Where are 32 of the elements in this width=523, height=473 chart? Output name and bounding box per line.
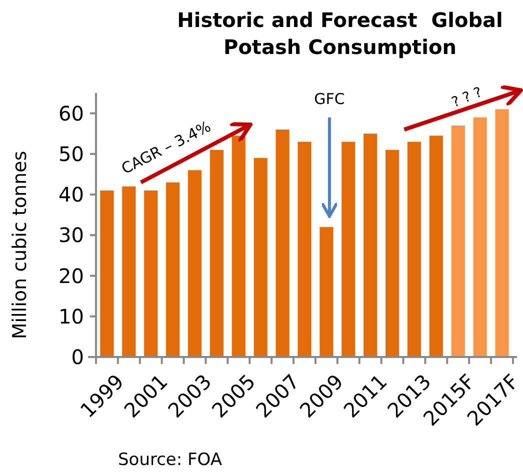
y-tick-label: 50 xyxy=(58,142,84,166)
y-axis-title: Million cubic tonnes xyxy=(9,150,31,340)
y-tick-label: 30 xyxy=(58,223,84,248)
bar xyxy=(100,190,114,357)
y-tick-label: 40 xyxy=(58,182,84,207)
bar xyxy=(166,182,180,357)
bar xyxy=(254,158,268,357)
bar xyxy=(429,136,443,357)
bar xyxy=(276,130,290,357)
annotation: CAGR – 3.4% xyxy=(118,117,214,178)
bar xyxy=(342,142,356,357)
bar xyxy=(144,190,158,357)
bar xyxy=(210,150,224,357)
bar xyxy=(298,142,312,357)
y-tick-label: 0 xyxy=(71,345,84,369)
bar xyxy=(385,150,400,357)
bar xyxy=(188,170,202,357)
bar xyxy=(495,109,509,357)
y-tick-label: 10 xyxy=(58,304,84,328)
y-tick-label: 60 xyxy=(58,101,84,126)
y-tick-label: 20 xyxy=(58,264,84,288)
bar xyxy=(473,117,487,357)
bar xyxy=(320,227,334,357)
annotation: ? ? ? xyxy=(450,84,485,111)
annotation: GFC xyxy=(314,90,345,108)
bar xyxy=(407,142,422,357)
bar xyxy=(451,125,465,357)
chart-title: Historic and Forecast Global Potash Consumption xyxy=(177,8,503,59)
bar xyxy=(122,186,136,357)
bar xyxy=(364,134,378,357)
source-note: Source: FOA xyxy=(118,450,222,470)
bar xyxy=(232,136,246,357)
